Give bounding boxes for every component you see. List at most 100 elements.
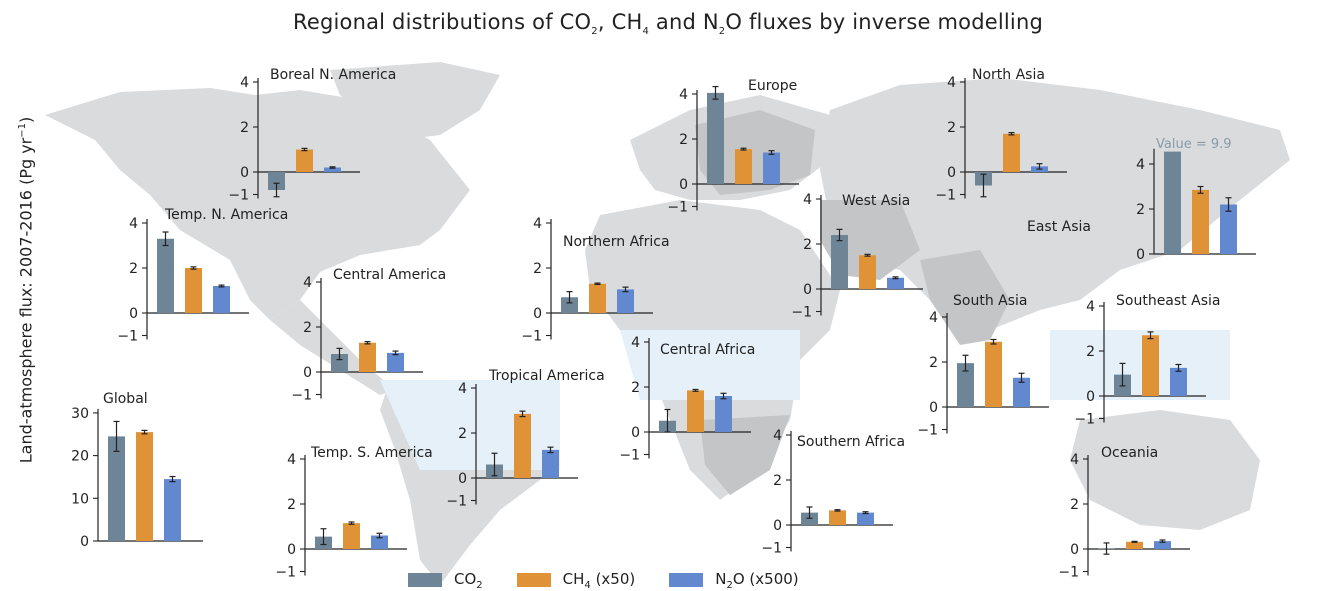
bar-co2	[1164, 151, 1181, 254]
bar-n2o	[1013, 377, 1030, 407]
y-tick-label: 2	[240, 120, 249, 136]
y-tick-label: 0	[303, 365, 312, 381]
bar-ch4	[185, 268, 202, 313]
y-tick-label: −1	[275, 565, 296, 581]
panel-title: Southern Africa	[797, 434, 905, 450]
panel-title: Temp. N. America	[164, 207, 288, 223]
y-tick-label: 4	[1086, 299, 1095, 315]
bar-ch4	[829, 510, 846, 525]
y-tick-label: 4	[1070, 452, 1079, 468]
bar-n2o	[387, 352, 404, 372]
y-tick-label: 2	[679, 132, 688, 148]
panel-title: Northern Africa	[563, 234, 670, 250]
y-tick-label: 10	[71, 491, 89, 507]
y-tick-label: 0	[533, 306, 542, 322]
bar-co2	[108, 436, 125, 541]
bar-co2	[561, 297, 578, 313]
bar-co2	[957, 363, 974, 407]
y-tick-label: 2	[303, 320, 312, 336]
bar-ch4	[687, 390, 704, 432]
bar-ch4	[1142, 335, 1159, 396]
y-tick-label: −1	[791, 305, 812, 321]
legend-item-co2: CO2	[408, 570, 483, 591]
panel-title: Europe	[748, 78, 797, 94]
panel-title: North Asia	[972, 67, 1045, 83]
y-tick-label: −1	[228, 188, 249, 204]
bar-ch4	[589, 283, 606, 313]
panel-south-asia: −1 0 2 4 South Asia	[917, 293, 1049, 439]
legend: CO2 CH4 (x50) N2O (x500)	[408, 569, 833, 591]
panel-temp-s-america: −1 0 2 4 Temp. S. America	[275, 445, 432, 581]
panel-southeast-asia: −1 0 2 4 Southeast Asia	[1074, 293, 1220, 428]
y-tick-label: −1	[446, 494, 467, 510]
panel-southern-africa: −1 0 2 4 Southern Africa	[761, 428, 905, 557]
y-tick-label: 0	[803, 282, 812, 298]
australia-landmass	[1070, 410, 1260, 530]
y-tick-label: 4	[929, 310, 938, 326]
panel-temp-n-america: −1 0 2 4 Temp. N. America	[117, 207, 288, 345]
y-tick-label: 0	[287, 542, 296, 558]
y-tick-label: 4	[1136, 157, 1145, 173]
y-tick-label: 2	[1136, 202, 1145, 218]
y-tick-label: −1	[917, 423, 938, 439]
y-tick-label: 4	[679, 87, 688, 103]
y-tick-label: 0	[1070, 542, 1079, 558]
y-tick-label: 0	[1136, 247, 1145, 263]
bar-n2o	[763, 152, 780, 184]
y-tick-label: 4	[303, 275, 312, 291]
south-asia-highlight	[920, 250, 1010, 345]
panel-east-asia: 0 2 4 East Asia Value = 9.9	[1027, 137, 1256, 263]
panel-boreal-n-america: −1 0 2 4 Boreal N. America	[228, 67, 396, 204]
y-tick-label: 2	[533, 261, 542, 277]
y-tick-label: 2	[1086, 344, 1095, 360]
legend-item-ch4: CH4 (x50)	[516, 569, 636, 591]
y-tick-label: 4	[803, 192, 812, 208]
bar-n2o	[887, 277, 904, 289]
panel-tropical-america: −1 0 2 4 Tropical America	[446, 368, 604, 510]
y-tick-label: 4	[533, 216, 542, 232]
bar-n2o	[715, 396, 732, 432]
y-tick-label: 0	[458, 471, 467, 487]
panel-title: Tropical America	[488, 368, 605, 384]
bar-co2	[707, 92, 724, 184]
y-tick-label: −1	[761, 541, 782, 557]
bar-n2o	[1170, 367, 1187, 396]
bar-co2	[331, 354, 348, 372]
bar-ch4	[296, 149, 313, 172]
legend-swatch-n2o	[669, 573, 704, 587]
y-tick-label: 0	[929, 400, 938, 416]
y-tick-label: 2	[929, 355, 938, 371]
y-tick-label: −1	[117, 329, 138, 345]
bar-co2	[157, 238, 174, 313]
panel-north-asia: −1 0 2 4 North Asia	[935, 67, 1067, 204]
title-sub-1: 2	[591, 26, 598, 38]
bar-ch4	[859, 255, 876, 289]
tropical-region-tint-2	[620, 330, 800, 400]
bar-co2	[831, 235, 848, 289]
panel-title: Southeast Asia	[1116, 293, 1220, 309]
panel-oceania: −1 0 2 4 Oceania	[1058, 445, 1190, 581]
bar-co2	[268, 172, 285, 190]
bar-ch4	[735, 149, 752, 184]
bar-ch4	[985, 341, 1002, 407]
southern-africa-highlight	[700, 415, 790, 495]
y-tick-label: −1	[521, 329, 542, 345]
bar-n2o	[324, 167, 341, 172]
y-tick-label: 0	[679, 177, 688, 193]
bar-n2o	[371, 535, 388, 549]
panel-title: Central Africa	[660, 342, 755, 358]
y-tick-label: 0	[773, 518, 782, 534]
legend-label-ch4: CH4 (x50)	[562, 569, 636, 591]
legend-item-n2o: N2O (x500)	[669, 570, 799, 591]
bar-n2o	[164, 479, 181, 541]
y-tick-label: 4	[240, 75, 249, 91]
y-tick-label: 20	[71, 449, 89, 465]
y-tick-label: 4	[287, 452, 296, 468]
legend-label-co2: CO2	[454, 569, 483, 591]
panel-title: Temp. S. America	[310, 445, 433, 461]
y-tick-label: 0	[129, 306, 138, 322]
y-tick-label: −1	[1058, 565, 1079, 581]
y-tick-label: −1	[291, 388, 312, 404]
y-tick-label: 2	[631, 380, 640, 396]
